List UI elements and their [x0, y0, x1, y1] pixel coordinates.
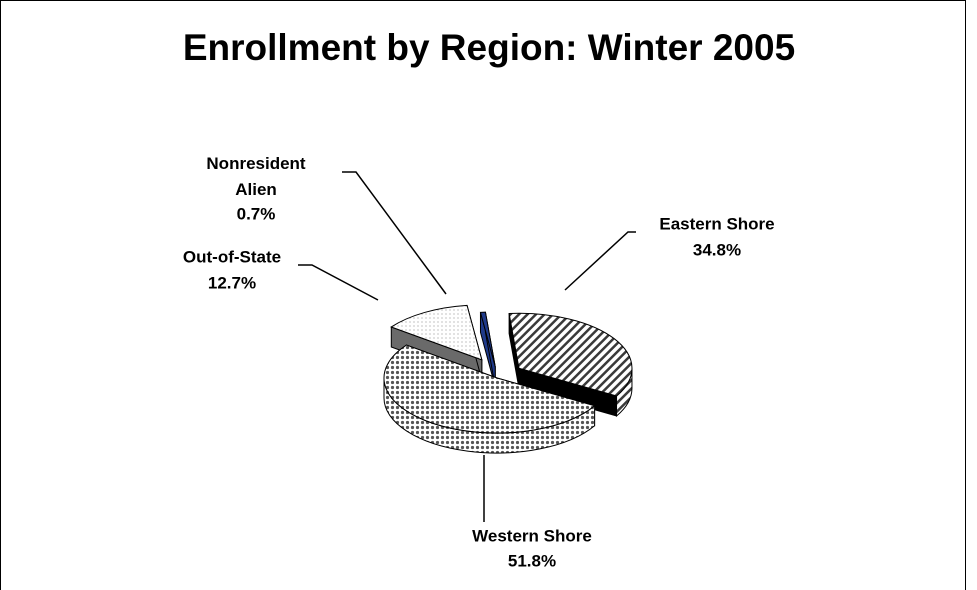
- category-label: Nonresident Alien: [206, 154, 306, 199]
- value-label: 51.8%: [508, 551, 556, 570]
- category-label: Western Shore: [472, 526, 592, 545]
- category-label: Out-of-State: [183, 247, 281, 266]
- leader-line: [342, 171, 447, 295]
- value-label: 34.8%: [693, 240, 741, 259]
- slice: [390, 304, 483, 361]
- pie: [383, 304, 633, 454]
- slice: [479, 311, 496, 367]
- slice: [508, 312, 633, 397]
- leader-line: [298, 264, 379, 301]
- category-label: Eastern Shore: [659, 214, 774, 233]
- slice: [383, 344, 596, 434]
- chart-title: Enrollment by Region: Winter 2005: [183, 27, 795, 68]
- value-label: 0.7%: [237, 204, 276, 223]
- leader-line: [564, 231, 636, 291]
- leader-lines: [298, 171, 636, 522]
- value-label: 12.7%: [208, 273, 256, 292]
